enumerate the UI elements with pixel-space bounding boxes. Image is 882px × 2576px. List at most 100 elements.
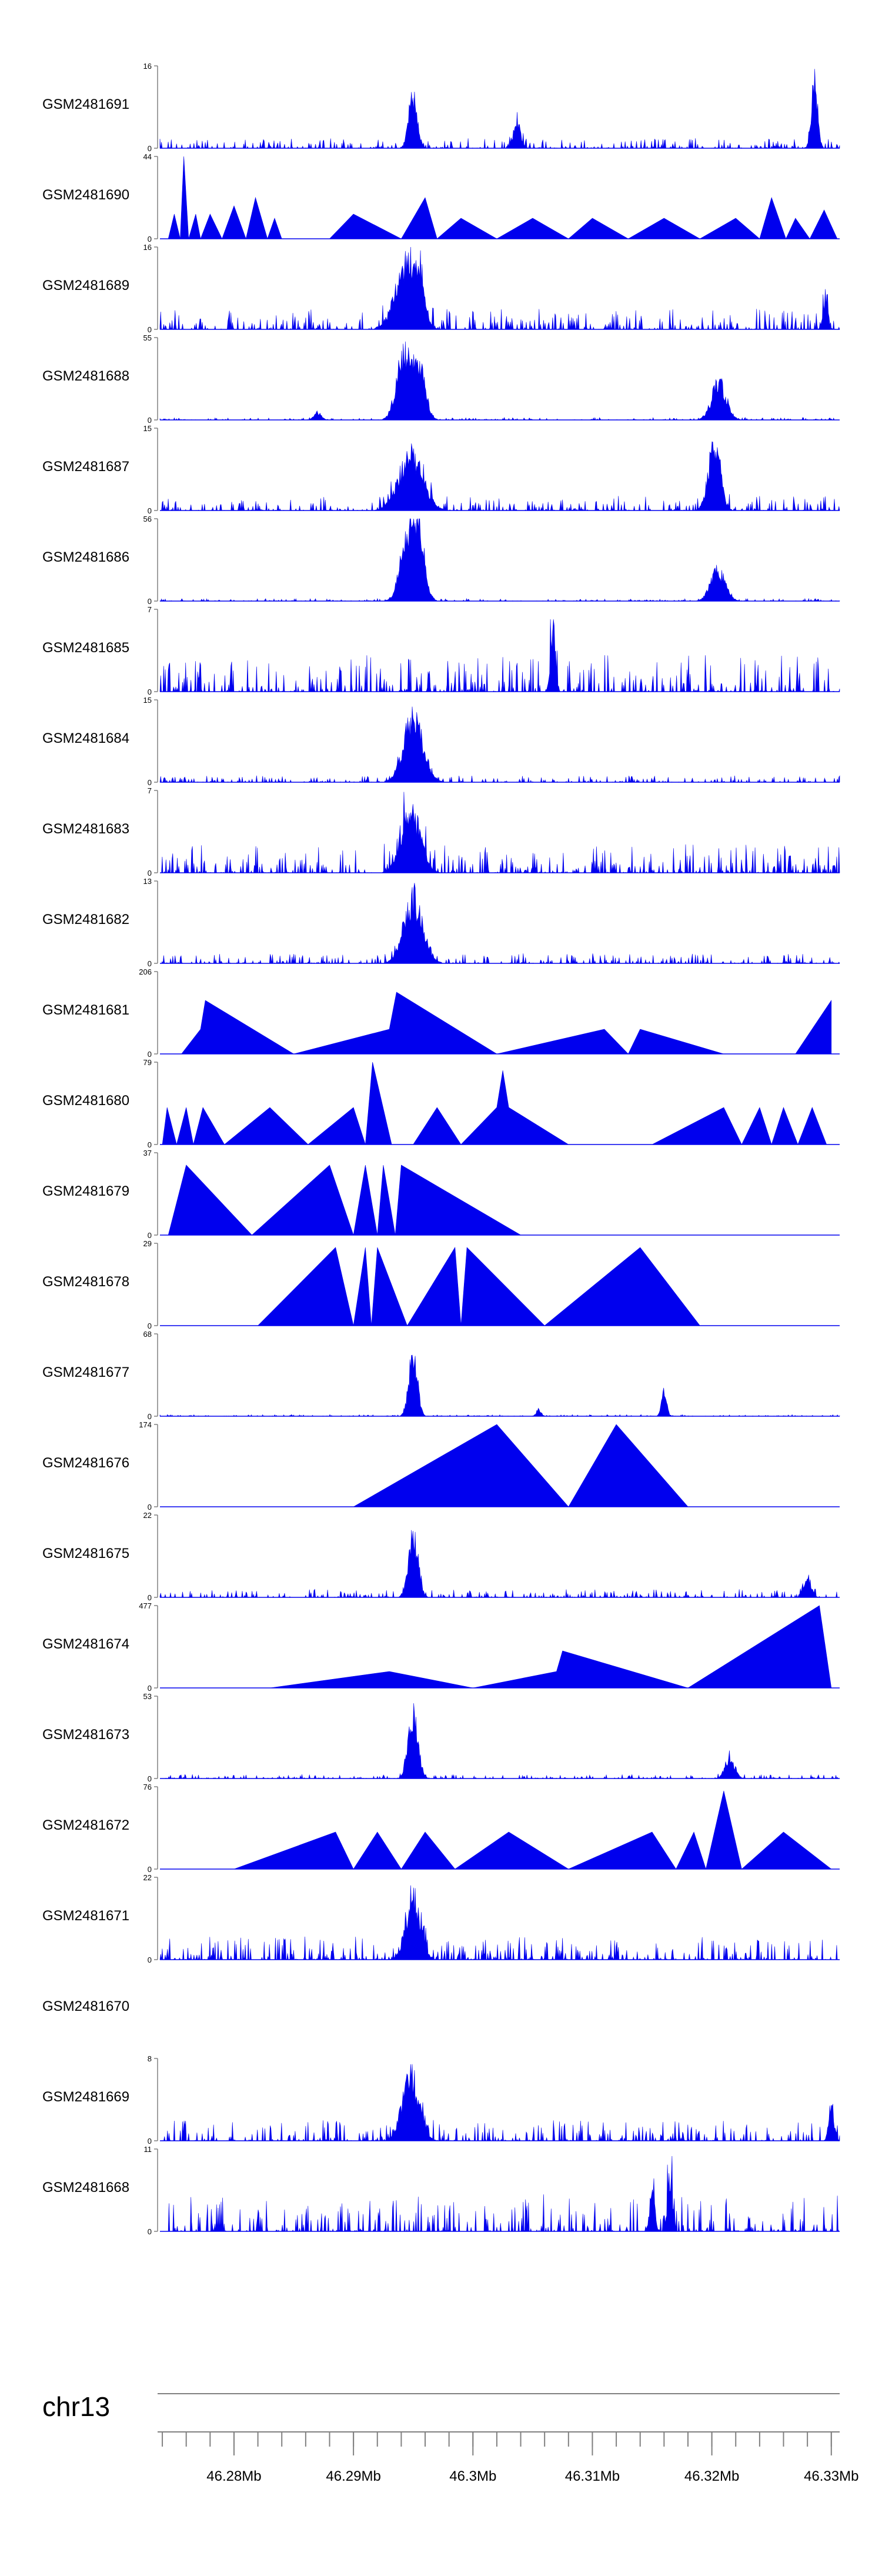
coverage-area: [181, 992, 832, 1055]
track-GSM2481683: GSM2481683 7 0: [42, 786, 840, 877]
y-max-label: 16: [143, 243, 152, 252]
track-label: GSM2481681: [42, 1002, 129, 1018]
track-label: GSM2481684: [42, 730, 129, 746]
y-min-label: 0: [148, 1140, 152, 1149]
y-max-label: 477: [139, 1601, 152, 1610]
y-min-label: 0: [148, 2227, 152, 2236]
track-label: GSM2481676: [42, 1455, 129, 1471]
track-GSM2481688: GSM2481688 55 0: [42, 333, 840, 425]
track-GSM2481673: GSM2481673 53 0: [42, 1692, 840, 1783]
coverage-area: [162, 1062, 827, 1145]
y-min-label: 0: [148, 1050, 152, 1059]
y-max-label: 79: [143, 1058, 152, 1067]
chromosome-label: chr13: [42, 2391, 110, 2422]
y-min-label: 0: [148, 1865, 152, 1874]
y-min-label: 0: [148, 778, 152, 787]
tracks-group: GSM2481691160GSM2481690440GSM2481689160G…: [42, 62, 840, 2236]
coverage-area: [269, 1605, 832, 1689]
y-min-label: 0: [148, 597, 152, 606]
coverage-area: [159, 619, 840, 693]
genome-axis: chr13 46.28Mb 46.29Mb 46.3Mb 46.31Mb 46.32Mb 4…: [42, 2391, 858, 2484]
track-GSM2481680: GSM2481680 79 0: [42, 1058, 840, 1149]
coverage-area: [159, 518, 840, 602]
coverage-area: [160, 2064, 840, 2142]
track-label: GSM2481680: [42, 1093, 129, 1109]
track-GSM2481676: GSM2481676 174 0: [42, 1420, 840, 1511]
y-max-label: 174: [139, 1420, 152, 1429]
y-min-label: 0: [148, 235, 152, 243]
track-label: GSM2481683: [42, 821, 129, 837]
y-max-label: 11: [144, 2145, 152, 2154]
y-min-label: 0: [148, 688, 152, 696]
track-GSM2481668: GSM2481668 11 0: [42, 2145, 840, 2236]
track-label: GSM2481673: [42, 1727, 129, 1743]
coverage-area: [352, 1424, 689, 1507]
track-label: GSM2481672: [42, 1817, 129, 1833]
track-GSM2481671: GSM2481671 22 0: [42, 1873, 840, 1964]
y-min-label: 0: [148, 1593, 152, 1602]
coverage-area: [168, 156, 838, 240]
x-tick-label: 46.29Mb: [326, 2468, 380, 2484]
y-min-label: 0: [148, 959, 152, 968]
track-label: GSM2481668: [42, 2180, 129, 2195]
x-tick-label: 46.31Mb: [565, 2468, 620, 2484]
coverage-area: [233, 1790, 832, 1870]
y-min-label: 0: [148, 1684, 152, 1693]
track-label: GSM2481690: [42, 187, 129, 203]
y-min-label: 0: [148, 325, 152, 334]
track-GSM2481677: GSM2481677 68 0: [42, 1330, 840, 1421]
track-label: GSM2481689: [42, 278, 129, 293]
track-GSM2481686: GSM2481686 56 0: [42, 515, 840, 606]
track-GSM2481670: GSM2481670: [42, 1998, 129, 2014]
coverage-area: [160, 883, 840, 965]
y-max-label: 22: [143, 1873, 152, 1882]
track-GSM2481669: GSM2481669 8 0: [42, 2054, 840, 2145]
track-GSM2481674: GSM2481674 477 0: [42, 1601, 840, 1693]
coverage-area: [159, 1530, 840, 1599]
y-max-label: 22: [143, 1511, 152, 1520]
y-min-label: 0: [148, 416, 152, 425]
x-tick-label: 46.33Mb: [804, 2468, 858, 2484]
y-max-label: 16: [143, 62, 152, 71]
y-max-label: 13: [143, 877, 152, 886]
coverage-area: [257, 1247, 700, 1326]
track-label: GSM2481685: [42, 640, 129, 656]
y-max-label: 7: [148, 786, 152, 795]
y-max-label: 8: [148, 2054, 152, 2063]
track-GSM2481684: GSM2481684 15 0: [42, 696, 840, 787]
coverage-area: [159, 246, 840, 331]
track-label: GSM2481686: [42, 549, 129, 565]
track-label: GSM2481688: [42, 368, 129, 384]
coverage-area: [159, 69, 840, 149]
y-max-label: 37: [143, 1149, 152, 1157]
x-tick-label: 46.3Mb: [449, 2468, 496, 2484]
track-GSM2481678: GSM2481678 29 0: [42, 1239, 840, 1330]
track-GSM2481681: GSM2481681 206 0: [42, 967, 840, 1059]
track-label: GSM2481679: [42, 1183, 129, 1199]
track-GSM2481691: GSM2481691 16 0: [42, 62, 840, 153]
y-max-label: 53: [143, 1692, 152, 1701]
y-max-label: 206: [139, 967, 152, 976]
coverage-area: [159, 1885, 840, 1961]
y-max-label: 29: [143, 1239, 152, 1248]
track-GSM2481672: GSM2481672 76 0: [42, 1783, 840, 1874]
x-tick-label: 46.28Mb: [206, 2468, 261, 2484]
x-tick-label: 46.32Mb: [684, 2468, 739, 2484]
track-GSM2481679: GSM2481679 37 0: [42, 1149, 840, 1240]
coverage-area: [160, 792, 840, 874]
y-max-label: 55: [143, 333, 152, 342]
y-max-label: 7: [148, 605, 152, 614]
y-max-label: 44: [143, 152, 152, 161]
track-label: GSM2481677: [42, 1364, 129, 1380]
y-min-label: 0: [148, 1322, 152, 1330]
track-label: GSM2481678: [42, 1274, 129, 1290]
y-max-label: 76: [143, 1783, 152, 1791]
track-label: GSM2481691: [42, 96, 129, 112]
y-min-label: 0: [148, 1503, 152, 1511]
coverage-area: [160, 441, 840, 512]
y-min-label: 0: [148, 144, 152, 153]
y-max-label: 15: [143, 696, 152, 705]
track-label: GSM2481682: [42, 912, 129, 927]
track-label: GSM2481675: [42, 1546, 129, 1561]
